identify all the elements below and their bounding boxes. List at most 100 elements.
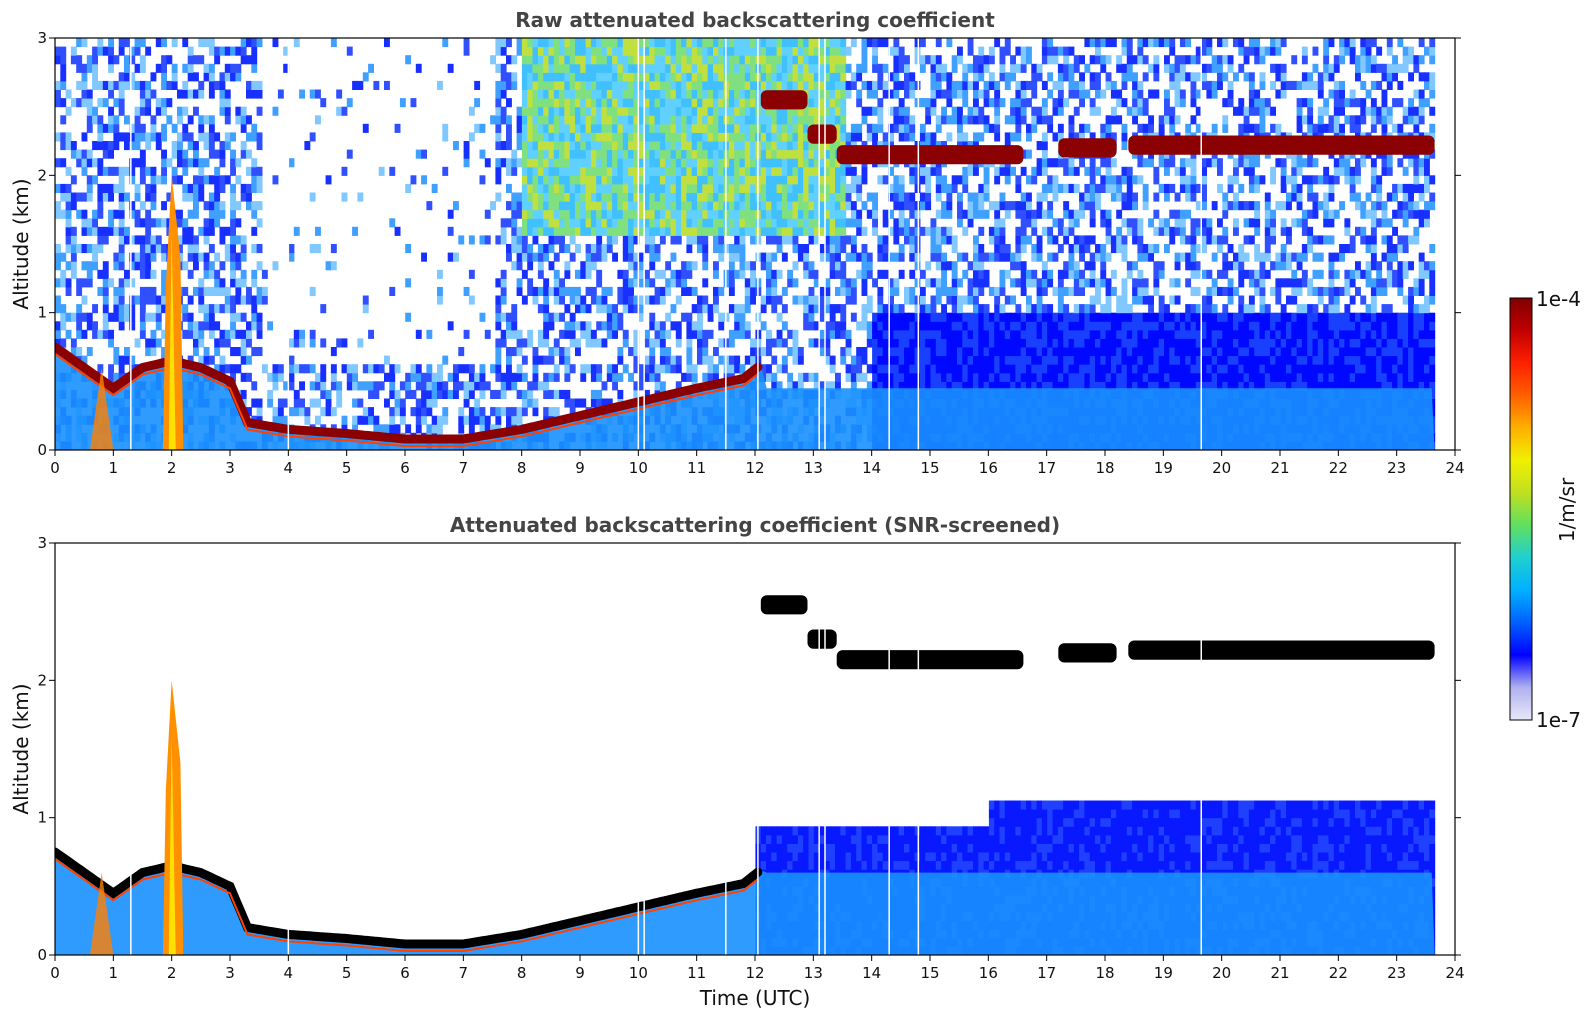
- heatmap-cell: [633, 218, 640, 228]
- heatmap-cell: [171, 141, 178, 151]
- heatmap-cell: [1036, 347, 1043, 357]
- heatmap-cell: [506, 141, 512, 151]
- heatmap-cell: [495, 132, 502, 142]
- heatmap-cell: [437, 381, 443, 391]
- heatmap-cell: [129, 261, 136, 271]
- heatmap-cell: [92, 63, 98, 73]
- heatmap-cell: [612, 166, 618, 176]
- heatmap-cell: [421, 407, 427, 417]
- heatmap-cell: [967, 381, 974, 391]
- heatmap-cell: [134, 209, 141, 219]
- heatmap-cell: [134, 106, 141, 116]
- heatmap-cell: [304, 407, 311, 417]
- heatmap-cell: [527, 98, 534, 108]
- heatmap-cell: [813, 46, 820, 56]
- heatmap-cell: [983, 329, 990, 339]
- heatmap-cell: [479, 149, 486, 159]
- heatmap-cell: [691, 261, 698, 271]
- heatmap-cell: [781, 183, 788, 193]
- heatmap-cell: [622, 115, 629, 125]
- heatmap-cell: [850, 38, 857, 48]
- heatmap-cell: [999, 347, 1006, 357]
- heatmap-cell: [904, 123, 910, 133]
- heatmap-cell: [1026, 269, 1032, 279]
- heatmap-cell: [246, 407, 252, 417]
- heatmap-cell: [113, 166, 120, 176]
- heatmap-cell: [309, 89, 316, 99]
- heatmap-cell: [649, 98, 656, 108]
- heatmap-cell: [707, 89, 714, 99]
- heatmap-cell: [559, 55, 565, 65]
- heatmap-cell: [893, 372, 900, 382]
- heatmap-cell: [633, 123, 640, 133]
- heatmap-cell: [585, 209, 592, 219]
- heatmap-cell: [845, 192, 852, 202]
- heatmap-cell: [161, 158, 167, 168]
- heatmap-cell: [999, 312, 1006, 322]
- heatmap-cell: [819, 141, 825, 151]
- heatmap-cell: [293, 329, 300, 339]
- heatmap-cell: [744, 304, 751, 314]
- heatmap-cell: [893, 218, 900, 228]
- heatmap-cell: [882, 132, 889, 142]
- heatmap-cell: [638, 158, 645, 168]
- heatmap-cell: [463, 398, 470, 408]
- heatmap-cell: [601, 226, 608, 236]
- heatmap-cell: [835, 329, 841, 339]
- heatmap-cell: [575, 106, 581, 116]
- heatmap-cell: [718, 166, 725, 176]
- heatmap-cell: [346, 364, 353, 374]
- heatmap-cell: [877, 63, 884, 73]
- heatmap-cell: [766, 166, 772, 176]
- heatmap-cell: [967, 166, 974, 176]
- heatmap-cell: [437, 269, 443, 279]
- heatmap-cell: [1020, 269, 1027, 279]
- heatmap-cell: [288, 407, 295, 417]
- heatmap-cell: [511, 381, 518, 391]
- heatmap-cell: [697, 158, 703, 168]
- heatmap-cell: [86, 244, 93, 254]
- heatmap-cell: [686, 329, 693, 339]
- heatmap-cell: [97, 329, 104, 339]
- heatmap-cell: [617, 149, 624, 159]
- heatmap-cell: [713, 244, 719, 254]
- heatmap-cell: [251, 209, 258, 219]
- heatmap-cell: [877, 72, 884, 82]
- heatmap-cell: [65, 329, 72, 339]
- heatmap-cell: [1031, 355, 1038, 365]
- heatmap-cell: [925, 304, 932, 314]
- heatmap-cell: [532, 252, 539, 262]
- heatmap-cell: [442, 132, 449, 142]
- heatmap-cell: [527, 46, 534, 56]
- heatmap-cell: [124, 63, 130, 73]
- heatmap-cell: [309, 398, 316, 408]
- heatmap-cell: [835, 158, 841, 168]
- heatmap-cell: [532, 235, 539, 245]
- heatmap-cell: [840, 123, 847, 133]
- heatmap-cell: [697, 55, 703, 65]
- heatmap-cell: [988, 338, 995, 348]
- heatmap-cell: [612, 364, 618, 374]
- heatmap-cell: [702, 106, 709, 116]
- heatmap-cell: [973, 347, 979, 357]
- heatmap-cell: [368, 364, 374, 374]
- heatmap-cell: [161, 218, 167, 228]
- heatmap-cell: [378, 381, 385, 391]
- heatmap-cell: [994, 132, 1001, 142]
- heatmap-cell: [999, 355, 1006, 365]
- heatmap-cell: [973, 192, 979, 202]
- heatmap-cell: [946, 115, 953, 125]
- heatmap-cell: [315, 381, 321, 391]
- heatmap-cell: [590, 338, 597, 348]
- heatmap-cell: [734, 115, 741, 125]
- heatmap-cell: [86, 158, 93, 168]
- heatmap-cell: [564, 372, 571, 382]
- heatmap-cell: [718, 244, 725, 254]
- heatmap-cell: [665, 183, 672, 193]
- heatmap-cell: [559, 158, 565, 168]
- heatmap-cell: [92, 329, 98, 339]
- heatmap-cell: [935, 63, 942, 73]
- heatmap-cell: [686, 201, 693, 211]
- heatmap-cell: [405, 372, 412, 382]
- heatmap-cell: [728, 201, 735, 211]
